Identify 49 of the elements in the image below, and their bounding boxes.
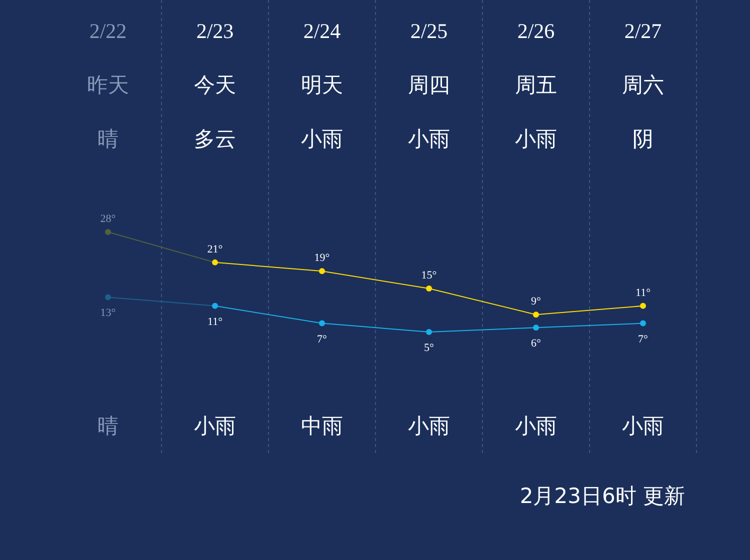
text: 阴 [632,127,654,151]
text: 小雨 [408,414,450,438]
text: 昨天 [87,73,129,97]
data-label: 28° [100,213,116,225]
text: 小雨 [408,127,450,151]
text: 小雨 [622,414,664,438]
point [105,229,111,235]
data-label: 13° [100,307,116,320]
text: 中雨 [301,414,343,438]
point [426,286,432,292]
point [533,324,539,331]
text: 小雨 [515,414,557,438]
point [640,320,646,326]
text: 小雨 [194,414,236,438]
point [640,302,646,309]
data-label: 6° [531,338,541,350]
x-tick-label: 2/25 [410,19,448,43]
point [319,268,325,274]
data-label: 7° [638,333,648,346]
text: 晴 [98,127,118,151]
text: 晴 [98,414,118,438]
text: 小雨 [301,127,343,151]
data-label: 7° [317,333,327,346]
x-tick-label: 2/24 [303,19,342,43]
data-label: 5° [424,342,434,354]
data-label: 15° [421,270,437,282]
point [426,329,432,335]
x-tick-label: 2/27 [624,19,662,43]
data-label: 9° [531,296,541,308]
point [212,302,218,309]
point [212,259,218,266]
data-label: 11° [208,316,222,328]
x-tick-label: 2/26 [517,19,555,43]
point [319,320,325,326]
x-tick-label: 2/22 [89,19,127,43]
text: 2月23日6时 更新 [520,484,685,508]
text: 小雨 [515,127,557,151]
data-label: 19° [314,252,330,264]
point [105,294,111,300]
text: 周五 [515,73,557,97]
data-label: 11° [636,286,650,299]
text: 周六 [622,73,664,97]
x-tick-label: 2/23 [196,19,234,43]
text: 多云 [194,127,236,151]
text: 周四 [408,73,450,97]
text: 明天 [301,73,343,97]
text: 今天 [194,73,236,97]
data-label: 21° [207,243,223,256]
point [533,312,539,318]
